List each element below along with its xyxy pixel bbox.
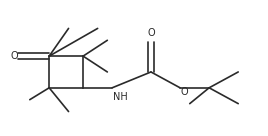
Text: NH: NH xyxy=(113,92,128,102)
Text: O: O xyxy=(10,51,18,61)
Text: O: O xyxy=(147,28,155,38)
Text: O: O xyxy=(180,87,188,97)
